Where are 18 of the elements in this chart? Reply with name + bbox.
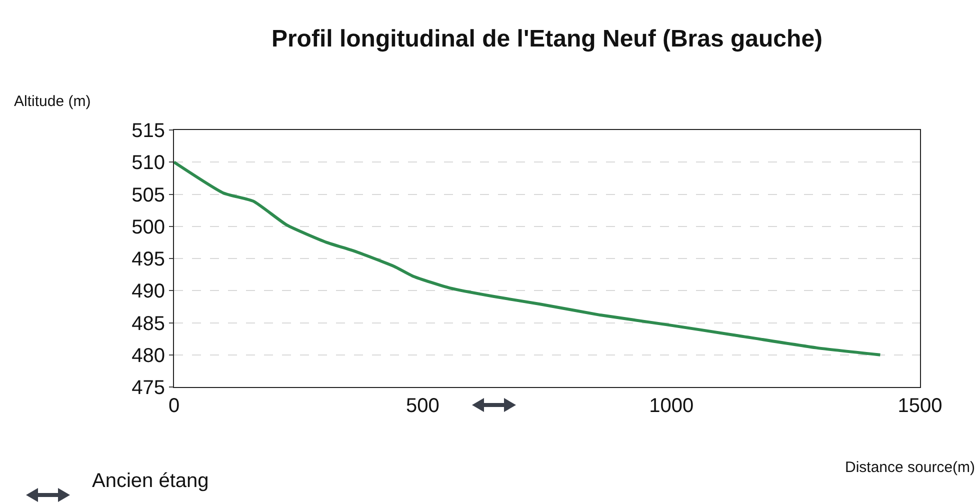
x-tick-label: 0 <box>168 395 180 417</box>
x-tick-label: 1500 <box>898 395 942 417</box>
y-tick-label: 500 <box>132 216 165 238</box>
x-tick-label: 500 <box>406 395 440 417</box>
y-tick-label: 515 <box>132 120 165 142</box>
y-tick-label: 475 <box>132 377 165 399</box>
y-tick-label: 510 <box>132 152 165 174</box>
x-tick-label: 1000 <box>649 395 694 417</box>
chart-title: Profil longitudinal de l'Etang Neuf (Bras gauche) <box>271 25 823 52</box>
line-series <box>174 160 882 356</box>
y-tick-label: 485 <box>132 312 165 335</box>
y-tick-label: 490 <box>132 280 165 303</box>
y-tick-label: 480 <box>132 344 165 367</box>
y-tick-label: 495 <box>132 248 165 270</box>
x-axis-title: Distance source(m) <box>845 459 976 476</box>
y-axis-title: Altitude (m) <box>14 93 91 110</box>
y-tick-label: 505 <box>132 184 165 206</box>
text: Ancien étang <box>92 470 209 493</box>
